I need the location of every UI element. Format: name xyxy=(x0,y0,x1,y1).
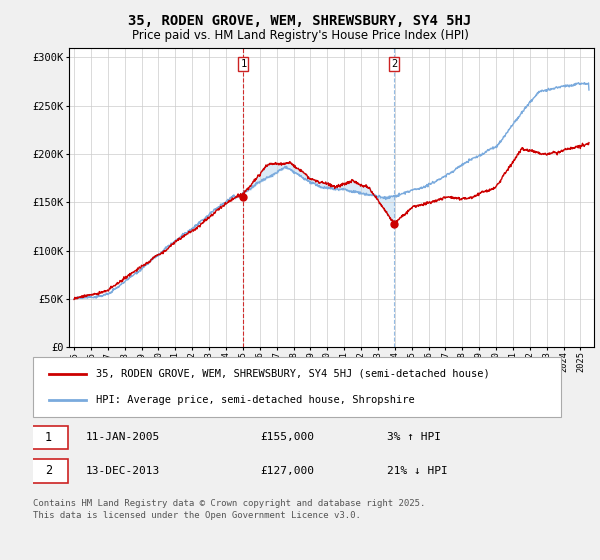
FancyBboxPatch shape xyxy=(29,426,68,449)
Text: 35, RODEN GROVE, WEM, SHREWSBURY, SY4 5HJ: 35, RODEN GROVE, WEM, SHREWSBURY, SY4 5H… xyxy=(128,14,472,28)
Text: £155,000: £155,000 xyxy=(260,432,314,442)
Text: HPI: Average price, semi-detached house, Shropshire: HPI: Average price, semi-detached house,… xyxy=(97,395,415,405)
Text: 21% ↓ HPI: 21% ↓ HPI xyxy=(387,466,448,476)
Text: 2: 2 xyxy=(45,464,52,478)
FancyBboxPatch shape xyxy=(33,357,561,417)
Text: 1: 1 xyxy=(45,431,52,444)
Text: 2: 2 xyxy=(391,59,397,69)
Text: £127,000: £127,000 xyxy=(260,466,314,476)
FancyBboxPatch shape xyxy=(29,459,68,483)
Text: Price paid vs. HM Land Registry's House Price Index (HPI): Price paid vs. HM Land Registry's House … xyxy=(131,29,469,42)
Text: Contains HM Land Registry data © Crown copyright and database right 2025.
This d: Contains HM Land Registry data © Crown c… xyxy=(33,498,425,520)
Text: 35, RODEN GROVE, WEM, SHREWSBURY, SY4 5HJ (semi-detached house): 35, RODEN GROVE, WEM, SHREWSBURY, SY4 5H… xyxy=(97,368,490,379)
Text: 11-JAN-2005: 11-JAN-2005 xyxy=(86,432,160,442)
Text: 3% ↑ HPI: 3% ↑ HPI xyxy=(387,432,441,442)
Text: 1: 1 xyxy=(240,59,247,69)
Text: 13-DEC-2013: 13-DEC-2013 xyxy=(86,466,160,476)
